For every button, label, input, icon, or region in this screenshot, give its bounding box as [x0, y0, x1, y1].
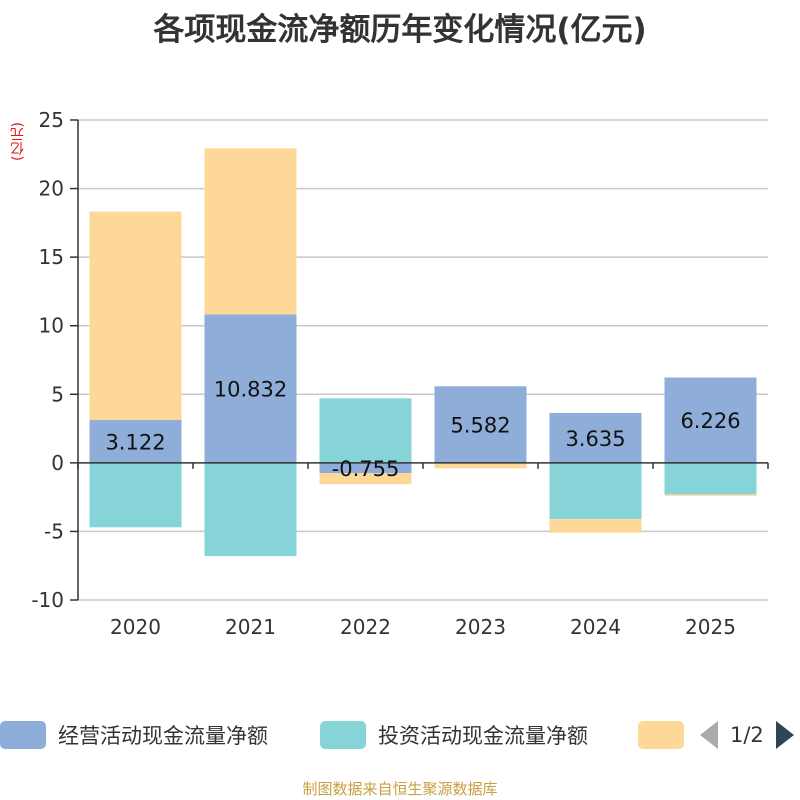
legend-pager: 1/2 [700, 716, 794, 754]
legend-swatch-financing [638, 721, 684, 749]
bars [89, 148, 757, 557]
bar-2020-series-0 [89, 420, 182, 463]
legend-page-indicator: 1/2 [730, 723, 764, 747]
bar-2025-series-0 [664, 377, 757, 463]
bar-label-2024: 3.635 [565, 427, 625, 451]
bar-label-2021: 10.832 [214, 378, 287, 402]
legend-item-financing[interactable] [638, 716, 684, 754]
bar-2021-series-0 [204, 314, 297, 463]
y-tick-label-10: 10 [39, 314, 64, 338]
y-tick-label-0: 0 [51, 451, 64, 475]
grid-lines [78, 119, 768, 601]
y-tick-label-15: 15 [39, 245, 64, 269]
bar-2025-series-1 [664, 462, 757, 495]
bar-2021-series-2 [204, 148, 297, 315]
bar-label-2022: -0.755 [332, 457, 400, 481]
legend-label-operating: 经营活动现金流量净额 [58, 724, 268, 748]
bar-2024-series-2 [549, 519, 642, 533]
bar-label-2025: 6.226 [680, 409, 740, 433]
x-tick-label-2025: 2025 [685, 615, 736, 639]
bar-2020-series-1 [89, 462, 182, 528]
x-tick-label-2020: 2020 [110, 615, 161, 639]
x-tick-label-2024: 2024 [570, 615, 621, 639]
bar-2024-series-1 [549, 462, 642, 520]
legend-next-arrow-icon[interactable] [775, 721, 794, 749]
bar-2020-series-2 [89, 211, 182, 421]
chart-title: 各项现金流净额历年变化情况(亿元) [153, 12, 647, 48]
legend-label-investing: 投资活动现金流量净额 [378, 724, 588, 748]
legend-prev-arrow-icon[interactable] [700, 721, 718, 749]
bar-2023-series-0 [434, 386, 527, 463]
bar-2022-series-1 [319, 398, 412, 463]
x-tick-label-2021: 2021 [225, 615, 276, 639]
bar-2021-series-1 [204, 462, 297, 557]
bar-label-2020: 3.122 [105, 430, 165, 454]
y-tick-label-5: 5 [51, 382, 64, 406]
bar-labels: 3.122 10.832 -0.755 5.582 3.635 6.226 [105, 378, 740, 481]
legend-item-investing[interactable]: 投资活动现金流量净额 [320, 716, 588, 754]
bar-2024-series-0 [549, 413, 642, 463]
y-tick-label-25: 25 [39, 108, 64, 132]
source-footer: 制图数据来自恒生聚源数据库 [302, 780, 498, 798]
bar-label-2023: 5.582 [450, 414, 510, 438]
bar-2022-series-2 [319, 473, 412, 485]
bar-2022-series-0 [319, 462, 412, 474]
y-tick-label--10: -10 [31, 588, 64, 612]
x-tick-label-2022: 2022 [340, 615, 391, 639]
bar-2023-series-2 [434, 462, 527, 469]
bar-2025-series-2 [664, 494, 757, 496]
legend-swatch-investing [320, 721, 366, 749]
y-tick-label--5: -5 [44, 519, 64, 543]
legend-item-operating[interactable]: 经营活动现金流量净额 [0, 716, 268, 754]
legend-swatch-operating [0, 721, 46, 749]
legend: 经营活动现金流量净额 投资活动现金流量净额 1/2 [0, 716, 800, 754]
y-tick-label-20: 20 [39, 177, 64, 201]
x-tick-label-2023: 2023 [455, 615, 506, 639]
